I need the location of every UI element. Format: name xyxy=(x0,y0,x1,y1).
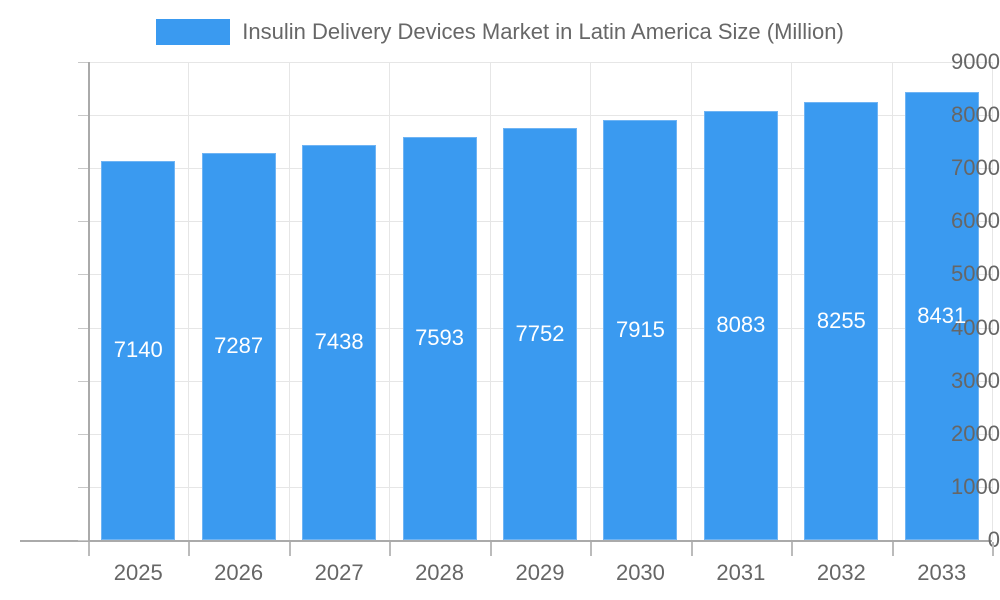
bar[interactable] xyxy=(302,144,377,540)
x-axis-tick-label: 2027 xyxy=(314,560,364,585)
bar[interactable] xyxy=(101,160,176,540)
x-axis-tick-mark xyxy=(590,542,592,556)
y-axis-tick-mark xyxy=(78,62,88,63)
gridline-horizontal xyxy=(88,115,992,117)
gridline-vertical xyxy=(992,62,993,540)
x-axis-tick-mark xyxy=(992,542,994,556)
chart-legend: Insulin Delivery Devices Market in Latin… xyxy=(0,12,1000,52)
x-axis-tick-label: 2026 xyxy=(214,560,264,585)
gridline-vertical xyxy=(289,62,290,540)
y-axis-tick-mark xyxy=(78,221,88,223)
x-axis-tick-label: 2028 xyxy=(415,560,465,585)
x-axis-tick-mark xyxy=(791,542,793,556)
gridline-vertical xyxy=(389,62,390,540)
x-axis-tick-mark xyxy=(691,542,693,556)
bar[interactable] xyxy=(402,136,477,540)
x-axis-tick-mark xyxy=(389,542,391,556)
y-axis-tick-mark xyxy=(78,168,88,170)
x-axis-tick-label: 2033 xyxy=(917,560,967,585)
bar[interactable] xyxy=(603,119,678,540)
x-axis-tick-label: 2030 xyxy=(615,560,665,585)
gridline-vertical xyxy=(590,62,591,540)
y-axis-tick-label: 3000 xyxy=(951,367,1000,393)
x-axis-line xyxy=(20,540,992,542)
x-axis-tick-label: 2025 xyxy=(113,560,163,585)
plot-area xyxy=(88,62,993,541)
bar-value-label: 7593 xyxy=(415,325,465,351)
bar-value-label: 7752 xyxy=(515,321,565,347)
y-axis-tick-label: 8000 xyxy=(951,102,1000,128)
bar-value-label: 7140 xyxy=(113,337,163,363)
y-axis-tick-mark xyxy=(78,433,88,435)
bar-value-label: 8255 xyxy=(816,307,866,333)
y-axis-tick-mark xyxy=(78,274,88,276)
y-axis-tick-label: 6000 xyxy=(951,208,1000,234)
x-axis-tick-mark xyxy=(188,542,190,556)
bar-value-label: 7287 xyxy=(214,333,264,359)
bar-value-label: 7438 xyxy=(314,329,364,355)
gridline-vertical xyxy=(188,62,189,540)
x-axis-tick-mark xyxy=(892,542,894,556)
bar-value-label: 7915 xyxy=(615,316,665,342)
bar-value-label: 8083 xyxy=(716,312,766,338)
y-axis-tick-label: 5000 xyxy=(951,261,1000,287)
y-axis-tick-label: 0 xyxy=(987,527,1000,552)
bar[interactable] xyxy=(503,128,577,540)
x-axis-tick-mark xyxy=(88,542,90,556)
legend-color-swatch xyxy=(156,19,231,45)
gridline-vertical xyxy=(791,62,792,540)
y-axis-tick-mark xyxy=(78,486,88,488)
x-axis-tick-mark xyxy=(490,542,492,556)
y-axis-tick-label: 2000 xyxy=(951,420,1000,446)
legend-label: Insulin Delivery Devices Market in Latin… xyxy=(242,19,844,44)
bar[interactable] xyxy=(703,110,778,540)
y-axis-tick-label: 4000 xyxy=(951,314,1000,340)
x-axis-tick-label: 2032 xyxy=(816,560,866,585)
gridline-vertical xyxy=(691,62,692,540)
y-axis-tick-mark xyxy=(78,380,88,382)
x-axis-tick-mark xyxy=(289,542,291,556)
y-axis-tick-mark xyxy=(78,540,88,541)
bar[interactable] xyxy=(904,92,979,540)
y-axis-line xyxy=(88,62,90,540)
x-axis-tick-label: 2031 xyxy=(716,560,766,585)
bar[interactable] xyxy=(804,101,879,540)
y-axis-tick-label: 7000 xyxy=(951,155,1000,181)
gridline-vertical xyxy=(892,62,893,540)
y-axis-tick-mark xyxy=(78,115,88,117)
y-axis-tick-mark xyxy=(78,327,88,329)
gridline-horizontal xyxy=(88,62,992,63)
bar[interactable] xyxy=(201,152,276,540)
gridline-vertical xyxy=(490,62,491,540)
bar-value-label: 8431 xyxy=(917,303,967,329)
y-axis-tick-label: 9000 xyxy=(951,49,1000,74)
x-axis-tick-label: 2029 xyxy=(515,560,565,585)
y-axis-tick-label: 1000 xyxy=(951,473,1000,499)
